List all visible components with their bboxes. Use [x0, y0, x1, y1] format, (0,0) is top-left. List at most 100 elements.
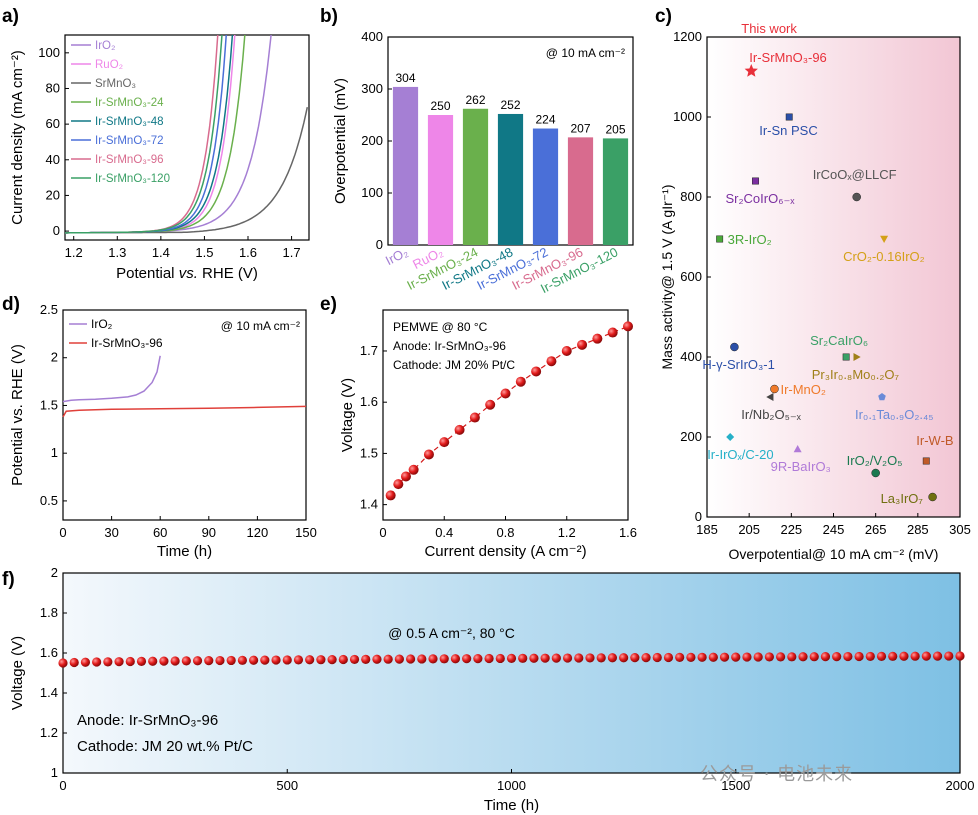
- data-point-1: [69, 657, 79, 668]
- data-point-70: [843, 651, 853, 662]
- data-point-0: [385, 490, 396, 501]
- data-point-34: [439, 654, 449, 664]
- data-point-53: [652, 652, 662, 663]
- data-point-36: [462, 654, 472, 664]
- data-point-49: [607, 653, 618, 663]
- annotation: @ 0.5 A cm⁻², 80 °C: [388, 625, 515, 641]
- panel-label-e: e): [320, 294, 337, 315]
- panel-label-d: d): [2, 294, 20, 315]
- panel-label-c: c): [655, 6, 672, 27]
- y-axis-label: Voltage (V): [9, 636, 26, 710]
- data-point-65: [787, 652, 797, 662]
- panel-label-a: a): [2, 6, 19, 27]
- x-tick-label: 90: [202, 525, 216, 540]
- data-point-8: [853, 353, 861, 361]
- plot-frame: [64, 34, 310, 241]
- data-point-16: [607, 327, 618, 338]
- data-point-4: [716, 235, 724, 243]
- legend-label: Ir-SrMnO₃-120: [95, 173, 170, 185]
- y-tick-label: 1000: [673, 109, 702, 124]
- plot-background: [63, 573, 960, 773]
- data-point-22: [305, 655, 315, 665]
- legend-label: Ir-SrMnO₃-24: [95, 97, 164, 109]
- data-point-21: [293, 655, 304, 665]
- x-axis-label: Potential vs. RHE (V): [116, 265, 258, 282]
- legend-label: RuO₂: [95, 59, 123, 71]
- bar-value-label: 304: [395, 71, 415, 85]
- bar-0: [392, 86, 419, 245]
- data-point-7: [842, 353, 850, 361]
- data-point-69: [832, 651, 842, 662]
- y-axis-label: Voltage (V): [339, 378, 356, 452]
- y-tick-label: 1.5: [40, 397, 58, 412]
- x-tick-label: 2000: [946, 778, 975, 793]
- data-point-11: [181, 656, 191, 666]
- data-point-44: [551, 653, 561, 663]
- point-label: Sr₂CaIrO₆: [810, 333, 868, 348]
- data-point-75: [899, 651, 909, 661]
- data-point-5: [114, 657, 124, 667]
- x-axis-label: Overpotential@ 10 mA cm⁻² (mV): [729, 546, 939, 562]
- y-tick-label: 2: [51, 565, 58, 580]
- x-tick-label: 0.4: [435, 525, 453, 540]
- x-tick-label: 1.4: [152, 245, 170, 260]
- data-point-7: [136, 656, 147, 666]
- legend-label: Ir-SrMnO₃-96: [95, 154, 164, 166]
- data-point-2: [752, 177, 759, 185]
- data-point-23: [316, 655, 326, 665]
- y-tick-label: 400: [361, 29, 383, 44]
- point-label: Ir-MnO₂: [780, 382, 826, 397]
- data-point-18: [260, 655, 270, 665]
- data-point-58: [708, 652, 718, 662]
- data-point-63: [764, 652, 774, 662]
- legend-label: Ir-SrMnO₃-96: [91, 336, 163, 350]
- data-point-15: [226, 655, 236, 666]
- data-point-13: [561, 345, 572, 356]
- x-tick-label: 0: [59, 525, 66, 540]
- series-group-a: [65, 35, 309, 234]
- point-label: H-γ-SrIrO₃-1: [702, 357, 774, 372]
- data-point-9: [500, 388, 511, 399]
- x-tick-label: 1.2: [558, 525, 576, 540]
- bar-value-label: 205: [605, 122, 625, 136]
- y-tick-label: 1.4: [40, 685, 58, 700]
- x-tick-label: 265: [865, 522, 887, 537]
- data-point-11: [531, 366, 542, 377]
- data-point-72: [865, 651, 875, 662]
- data-point-0: [744, 64, 758, 77]
- point-label: 9R-BaIrO₃: [771, 459, 831, 474]
- data-point-5: [439, 437, 450, 448]
- point-label: La₃IrO₇: [881, 491, 924, 506]
- y-tick-label: 800: [680, 189, 702, 204]
- legend-label: IrO₂: [95, 40, 115, 52]
- data-point-25: [338, 654, 348, 665]
- data-point-3: [408, 464, 419, 475]
- data-point-1: [393, 479, 404, 490]
- data-point-68: [820, 652, 831, 662]
- data-point-35: [450, 654, 461, 664]
- watermark-text: 公众号 · 电池未来: [700, 764, 854, 785]
- x-tick-label: 1.6: [239, 245, 257, 260]
- y-axis-label: Mass activity@ 1.5 V (A gIr⁻¹): [659, 185, 675, 370]
- data-point-12: [546, 356, 557, 367]
- data-point-13: [204, 656, 214, 666]
- x-tick-label: 60: [153, 525, 167, 540]
- legend-text: Cathode: JM 20% Pt/C: [393, 358, 515, 372]
- annotation: @ 10 mA cm⁻²: [546, 46, 625, 60]
- data-point-73: [876, 651, 887, 661]
- bar-1: [427, 115, 454, 245]
- y-axis-label: Potential vs. RHE (V): [9, 344, 26, 486]
- panel-label-f: f): [2, 569, 15, 590]
- plot-frame: [62, 309, 307, 521]
- fit-line: [390, 325, 629, 496]
- data-point-31: [405, 654, 416, 664]
- point-label: Ir₀.₁Ta₀.₉O₂.₄₅: [855, 407, 934, 422]
- data-point-6: [730, 342, 739, 352]
- y-tick-label: 1.4: [360, 497, 378, 512]
- data-point-41: [518, 653, 528, 663]
- data-point-13: [793, 445, 802, 453]
- legend-text: PEMWE @ 80 °C: [393, 320, 488, 334]
- data-point-60: [731, 652, 741, 662]
- data-point-54: [663, 652, 674, 663]
- line-series-0: [62, 355, 161, 403]
